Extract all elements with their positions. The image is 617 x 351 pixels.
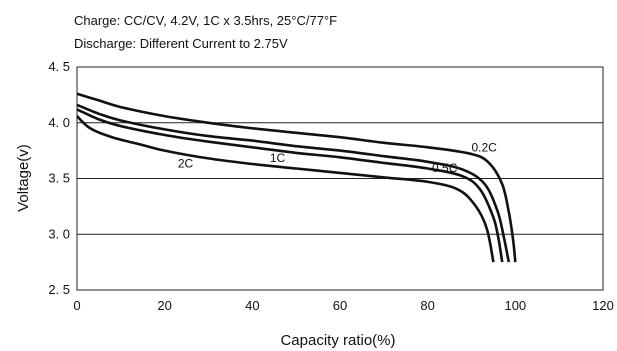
y-tick-label: 4. 5 [48,59,70,74]
y-tick-label: 2. 5 [48,282,70,297]
y-axis-label: Voltage(v) [15,144,32,212]
x-axis-ticks: 0 20 40 60 80 100 120 [73,298,613,313]
chart-title: Charge: CC/CV, 4.2V, 1C x 3.5hrs, 25°C/7… [74,13,337,28]
x-axis-label: Capacity ratio(%) [280,332,395,349]
x-tick-label: 60 [333,298,347,313]
x-tick-label: 80 [420,298,434,313]
series-line-1C [76,108,504,263]
series-line-0-2C [76,92,517,263]
x-tick-label: 0 [73,298,80,313]
x-tick-label: 20 [157,298,171,313]
grid-lines [77,122,603,235]
series-line-0-5C [76,103,511,263]
series-label-2C: 2C [178,156,194,170]
chart-subtitle: Discharge: Different Current to 2.75V [74,36,288,51]
y-axis-ticks: 2. 5 3. 0 3. 5 4. 0 4. 5 [48,59,70,297]
x-tick-label: 100 [504,298,526,313]
y-tick-label: 4. 0 [48,115,70,130]
y-tick-label: 3. 5 [48,171,70,186]
series-line-2C [76,115,495,263]
plot-frame [76,66,604,291]
series-label-0-5C: 0.5C [432,161,458,175]
y-tick-label: 3. 0 [48,226,70,241]
x-tick-label: 40 [245,298,259,313]
x-tick-label: 120 [592,298,614,313]
series-label-0-2C: 0.2C [472,141,498,155]
series-lines [76,92,517,263]
series-label-1C: 1C [270,151,286,165]
series-labels: 0.2C 0.5C 1C 2C [178,141,497,175]
